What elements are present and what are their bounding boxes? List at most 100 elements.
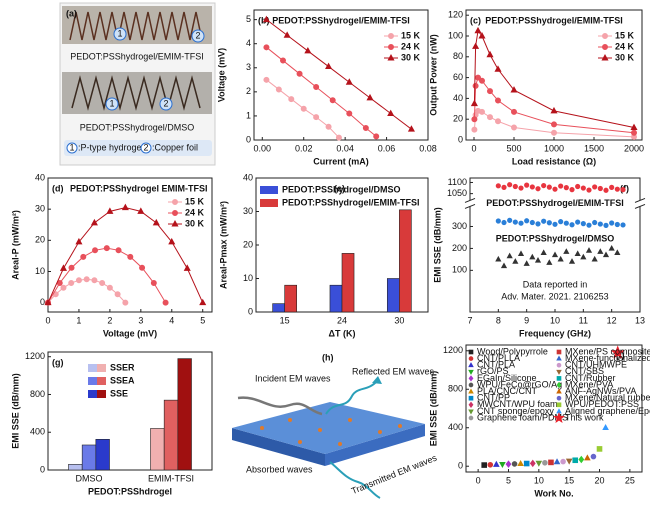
- data-point: [546, 184, 552, 190]
- x-tick-label: 4: [169, 315, 174, 325]
- data-point: [275, 86, 282, 93]
- data-point: [610, 345, 625, 359]
- data-point: [602, 424, 609, 431]
- data-point: [493, 460, 500, 467]
- data-point: [574, 250, 581, 257]
- data-point: [552, 221, 558, 227]
- y-tick-label: 10: [35, 266, 45, 276]
- legend-label: CNT sponge/epoxy: [477, 406, 554, 416]
- data-point: [620, 222, 626, 228]
- legend-label: WPU/PEDOT:PSS: [565, 399, 639, 409]
- marker-circle: [159, 97, 173, 111]
- data-point: [68, 264, 75, 271]
- y-tick-label: 40: [243, 172, 253, 182]
- marker-circle: [105, 97, 119, 111]
- axis-break-gap: [636, 200, 644, 207]
- legend-swatch: [97, 390, 106, 398]
- marker-number: 1: [117, 28, 122, 38]
- y-axis-label: EMI SSE (dB/mm): [10, 373, 20, 449]
- y-tick-label: 0: [40, 464, 45, 474]
- data-point: [495, 183, 501, 189]
- data-point: [563, 185, 569, 191]
- data-point: [553, 458, 561, 465]
- x-tick-label: 20: [595, 475, 605, 485]
- data-point: [558, 219, 564, 225]
- legend-text: :P-type hydrogel: [78, 142, 144, 152]
- data-point: [478, 108, 485, 115]
- legend-label: CNT/UHMWPE: [565, 360, 627, 370]
- data-point: [529, 184, 535, 190]
- x-tick-label: 8: [496, 315, 501, 325]
- y-tick-label: 120: [448, 10, 463, 20]
- panel-label: (a): [66, 8, 77, 18]
- data-point: [345, 78, 353, 85]
- x-tick-label: 7: [467, 315, 472, 325]
- absorbed-label: Absorbed waves: [246, 464, 313, 474]
- x-tick-label: 24: [337, 315, 347, 325]
- data-point: [517, 250, 525, 257]
- data-point: [541, 182, 547, 189]
- x-tick-label: 9: [524, 315, 529, 325]
- marker-number: 2: [143, 142, 148, 152]
- y-tick-label: 40: [453, 93, 463, 103]
- bar: [341, 253, 355, 313]
- x-tick-label: 2000: [624, 143, 644, 153]
- data-point: [478, 32, 486, 39]
- data-point: [546, 259, 553, 265]
- data-point: [529, 459, 536, 468]
- legend-label: PEDOT:PSShydrogel/DMSO: [282, 184, 401, 194]
- marker-circle: [191, 29, 205, 43]
- data-point: [603, 187, 609, 193]
- legend-marker: [602, 44, 609, 51]
- caption: PEDOT:PSShydrogel/DMSO: [80, 122, 195, 132]
- panel-label: (b): [258, 15, 270, 25]
- data-point: [569, 222, 575, 228]
- data-point: [614, 221, 620, 228]
- incident-label: Incident EM waves: [255, 373, 331, 383]
- marker-number: 1: [109, 98, 114, 108]
- data-point: [524, 218, 530, 224]
- data-point: [518, 185, 524, 191]
- data-point: [168, 237, 176, 245]
- data-point: [551, 129, 558, 136]
- legend-marker: [556, 362, 562, 368]
- data-point: [546, 220, 552, 226]
- legend-marker: [171, 198, 178, 205]
- data-point: [139, 264, 146, 271]
- data-point: [122, 299, 129, 306]
- legend-marker: [171, 220, 179, 227]
- data-point: [199, 298, 207, 306]
- data-point: [608, 244, 615, 251]
- data-point: [114, 291, 121, 298]
- legend-marker: [468, 409, 474, 415]
- data-point: [609, 220, 615, 226]
- data-point: [263, 76, 270, 83]
- legend-label: SSE: [110, 388, 128, 398]
- device-zigzag: [71, 75, 201, 111]
- y-tick-label: 10: [243, 273, 253, 283]
- bar: [386, 278, 400, 313]
- data-point: [472, 82, 479, 89]
- legend-swatch: [88, 364, 97, 372]
- x-axis-label: ΔT (K): [329, 328, 356, 338]
- x-tick-label: EMIM-TFSI: [148, 473, 194, 483]
- data-point: [313, 114, 320, 121]
- y-tick-label: 400: [30, 427, 45, 437]
- y-tick-label: 20: [35, 235, 45, 245]
- photo-panel: (a) 1 2 PEDOT:PSShydrogel/EMIM-TFSI 1 2 …: [59, 2, 216, 166]
- y-tick-label: 40: [35, 172, 45, 182]
- bar: [163, 399, 179, 471]
- data-point: [494, 118, 501, 125]
- legend-label: MWCNT/WPU foam: [477, 399, 558, 409]
- data-point: [563, 248, 570, 254]
- incident-wave: [237, 396, 323, 416]
- data-point: [580, 253, 587, 260]
- axis-break-mark: [464, 203, 476, 209]
- data-point: [152, 218, 160, 226]
- data-point: [550, 106, 558, 114]
- data-point: [121, 203, 129, 211]
- x-tick-label: 5: [200, 315, 205, 325]
- legend-label: 15 K: [185, 196, 205, 206]
- x-tick-label: 1: [76, 315, 81, 325]
- data-point: [75, 277, 82, 284]
